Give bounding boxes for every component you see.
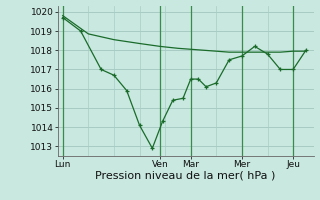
X-axis label: Pression niveau de la mer( hPa ): Pression niveau de la mer( hPa )	[95, 171, 276, 181]
